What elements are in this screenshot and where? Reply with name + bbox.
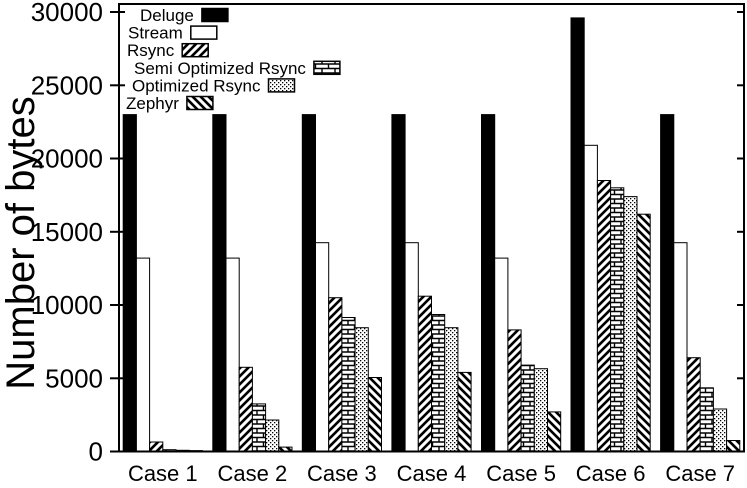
- bar-case-2-deluge: [212, 114, 227, 452]
- x-axis-category-label: Case 1: [128, 461, 198, 486]
- bar-case-5-optimized-rsync: [533, 368, 548, 453]
- x-axis-category-label: Case 5: [486, 461, 556, 486]
- bar-case-5-zephyr: [547, 411, 562, 452]
- bar-case-4-deluge: [391, 114, 406, 452]
- bar-case-7-stream: [673, 242, 688, 452]
- bar-case-4-rsync: [417, 295, 432, 453]
- legend-swatch-stream: [190, 25, 218, 40]
- legend-swatch-deluge: [201, 7, 229, 23]
- bar-case-4-stream: [404, 242, 419, 452]
- legend-label-rsync: Rsync: [127, 41, 175, 60]
- bar-case-7-optimized-rsync: [712, 408, 728, 452]
- bar-case-1-stream: [135, 257, 151, 452]
- legend-label-zephyr: Zephyr: [126, 94, 179, 113]
- bar-case-7-deluge: [660, 114, 675, 452]
- x-axis-category-label: Case 2: [218, 461, 288, 486]
- bar-case-5-deluge: [481, 114, 496, 452]
- bar-case-6-optimized-rsync: [623, 196, 638, 452]
- x-axis-category-label: Case 7: [665, 461, 735, 486]
- y-axis-title: Number of bytes: [0, 96, 43, 389]
- bar-case-3-deluge: [301, 114, 316, 452]
- bar-case-6-semi-optimized-rsync: [610, 187, 625, 453]
- bar-case-5-stream: [494, 257, 509, 452]
- bar-case-1-rsync: [149, 441, 164, 452]
- bar-case-7-rsync: [686, 357, 701, 453]
- y-axis-tick-label: 5000: [45, 363, 103, 393]
- bar-case-4-optimized-rsync: [444, 327, 459, 453]
- legend-label-optimized-rsync: Optimized Rsync: [132, 76, 261, 95]
- bar-case-3-semi-optimized-rsync: [341, 317, 356, 452]
- bar-case-7-zephyr: [726, 440, 741, 452]
- bar-case-6-rsync: [596, 180, 612, 452]
- bar-case-5-semi-optimized-rsync: [520, 364, 535, 453]
- y-axis-tick-label: 25000: [31, 70, 103, 100]
- bar-case-5-rsync: [507, 329, 522, 452]
- bar-case-3-optimized-rsync: [354, 327, 369, 453]
- bar-case-2-rsync: [238, 366, 253, 452]
- x-axis-category-label: Case 4: [397, 461, 467, 486]
- y-axis-tick-label: 15000: [31, 217, 103, 247]
- bar-case-2-stream: [225, 257, 240, 452]
- bar-case-4-zephyr: [457, 371, 472, 452]
- y-axis-tick-label: 10000: [31, 290, 103, 320]
- legend-swatch-rsync: [181, 42, 209, 58]
- bar-case-2-optimized-rsync: [265, 419, 280, 452]
- bar-case-4-semi-optimized-rsync: [431, 314, 446, 452]
- y-axis-tick-label: 0: [89, 437, 103, 467]
- y-axis-tick-label: 20000: [31, 144, 103, 174]
- y-axis-tick-label: 30000: [31, 0, 103, 27]
- legend-swatch-zephyr: [186, 95, 214, 111]
- bar-case-3-stream: [315, 242, 330, 452]
- x-axis-category-label: Case 6: [576, 461, 646, 486]
- plot-border: [118, 3, 745, 453]
- legend-swatch-optimized-rsync: [267, 78, 296, 93]
- plot-area: 0 5000 10000 15000 20000 25000 30000 Case 1 Case…: [31, 0, 745, 486]
- legend-swatch-semi-optimized-rsync: [313, 60, 341, 76]
- bar-case-6-deluge: [570, 17, 585, 453]
- bar-case-6-zephyr: [636, 213, 651, 452]
- bar-case-6-stream: [583, 144, 598, 453]
- bar-case-1-deluge: [122, 114, 137, 452]
- legend-label-stream: Stream: [128, 24, 183, 43]
- bar-case-7-semi-optimized-rsync: [699, 387, 714, 452]
- legend-label-deluge: Deluge: [140, 6, 194, 25]
- bar-case-3-rsync: [328, 297, 343, 453]
- bar-case-3-zephyr: [367, 377, 382, 452]
- x-axis-category-label: Case 3: [307, 461, 377, 486]
- bar-case-2-semi-optimized-rsync: [251, 403, 267, 452]
- legend-label-semi-optimized-rsync: Semi Optimized Rsync: [134, 59, 306, 78]
